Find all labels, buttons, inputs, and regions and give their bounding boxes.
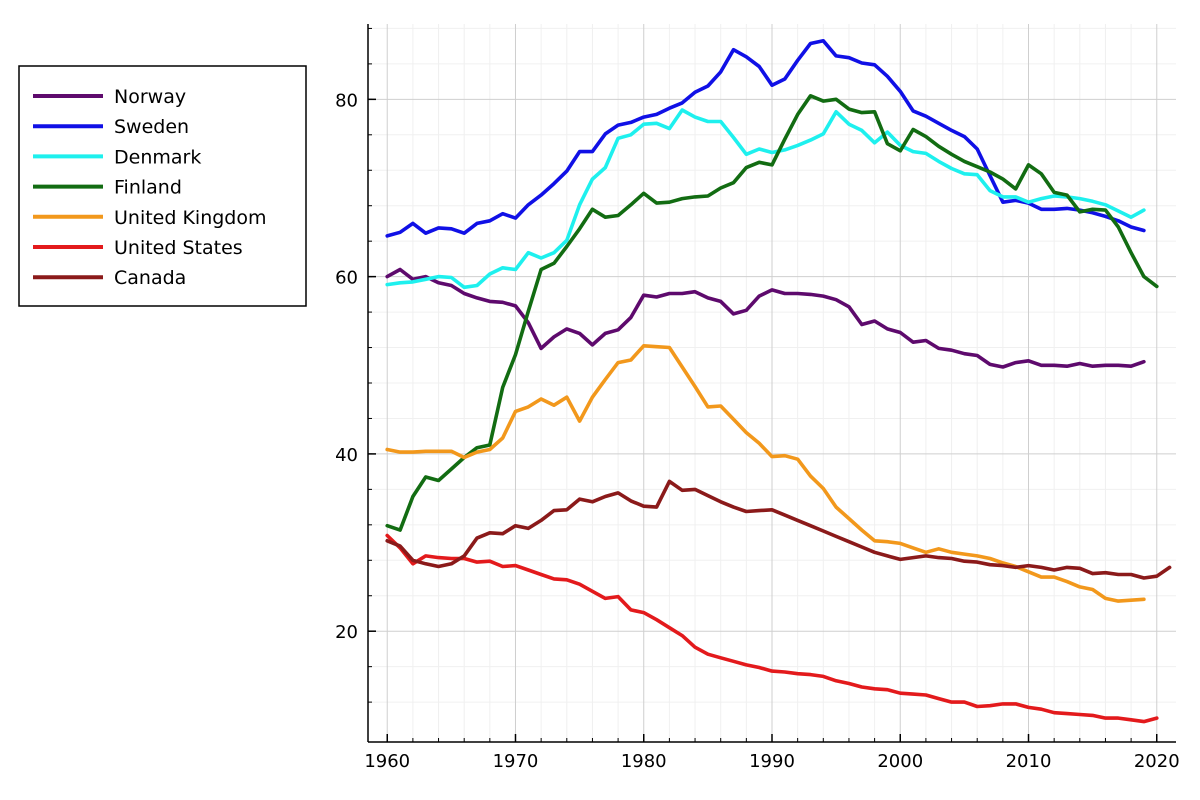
series-line-sweden xyxy=(385,38,1146,238)
y-tick-label: 20 xyxy=(335,622,358,643)
grid xyxy=(368,24,1176,742)
x-tick-label: 2020 xyxy=(1134,751,1180,772)
series-line-canada xyxy=(385,479,1172,580)
series-line-denmark xyxy=(385,108,1146,290)
legend-label-norway: Norway xyxy=(114,86,186,108)
y-tick-label: 60 xyxy=(335,268,358,289)
x-tick-label: 1980 xyxy=(621,751,667,772)
series-line-norway xyxy=(385,267,1146,369)
y-tick-label: 80 xyxy=(335,90,358,111)
legend: Norway Sweden Denmark Finland United Kingdom… xyxy=(18,65,307,307)
legend-label-sweden: Sweden xyxy=(114,116,189,138)
x-tick-label: 2010 xyxy=(1006,751,1052,772)
x-tick-label: 1990 xyxy=(749,751,795,772)
legend-label-denmark: Denmark xyxy=(114,146,201,168)
x-tick-label: 1970 xyxy=(493,751,539,772)
x-tick-label: 1960 xyxy=(364,751,410,772)
series-line-finland xyxy=(385,94,1159,532)
legend-label-canada: Canada xyxy=(114,267,186,289)
x-tick-label: 2000 xyxy=(877,751,923,772)
y-tick-label: 40 xyxy=(335,445,358,466)
series-line-united-kingdom xyxy=(385,343,1146,603)
series-lines xyxy=(385,38,1172,724)
legend-label-finland: Finland xyxy=(114,177,182,199)
legend-label-united-states: United States xyxy=(114,237,243,259)
legend-label-united-kingdom: United Kingdom xyxy=(114,207,267,229)
series-line-united-states xyxy=(385,533,1159,724)
